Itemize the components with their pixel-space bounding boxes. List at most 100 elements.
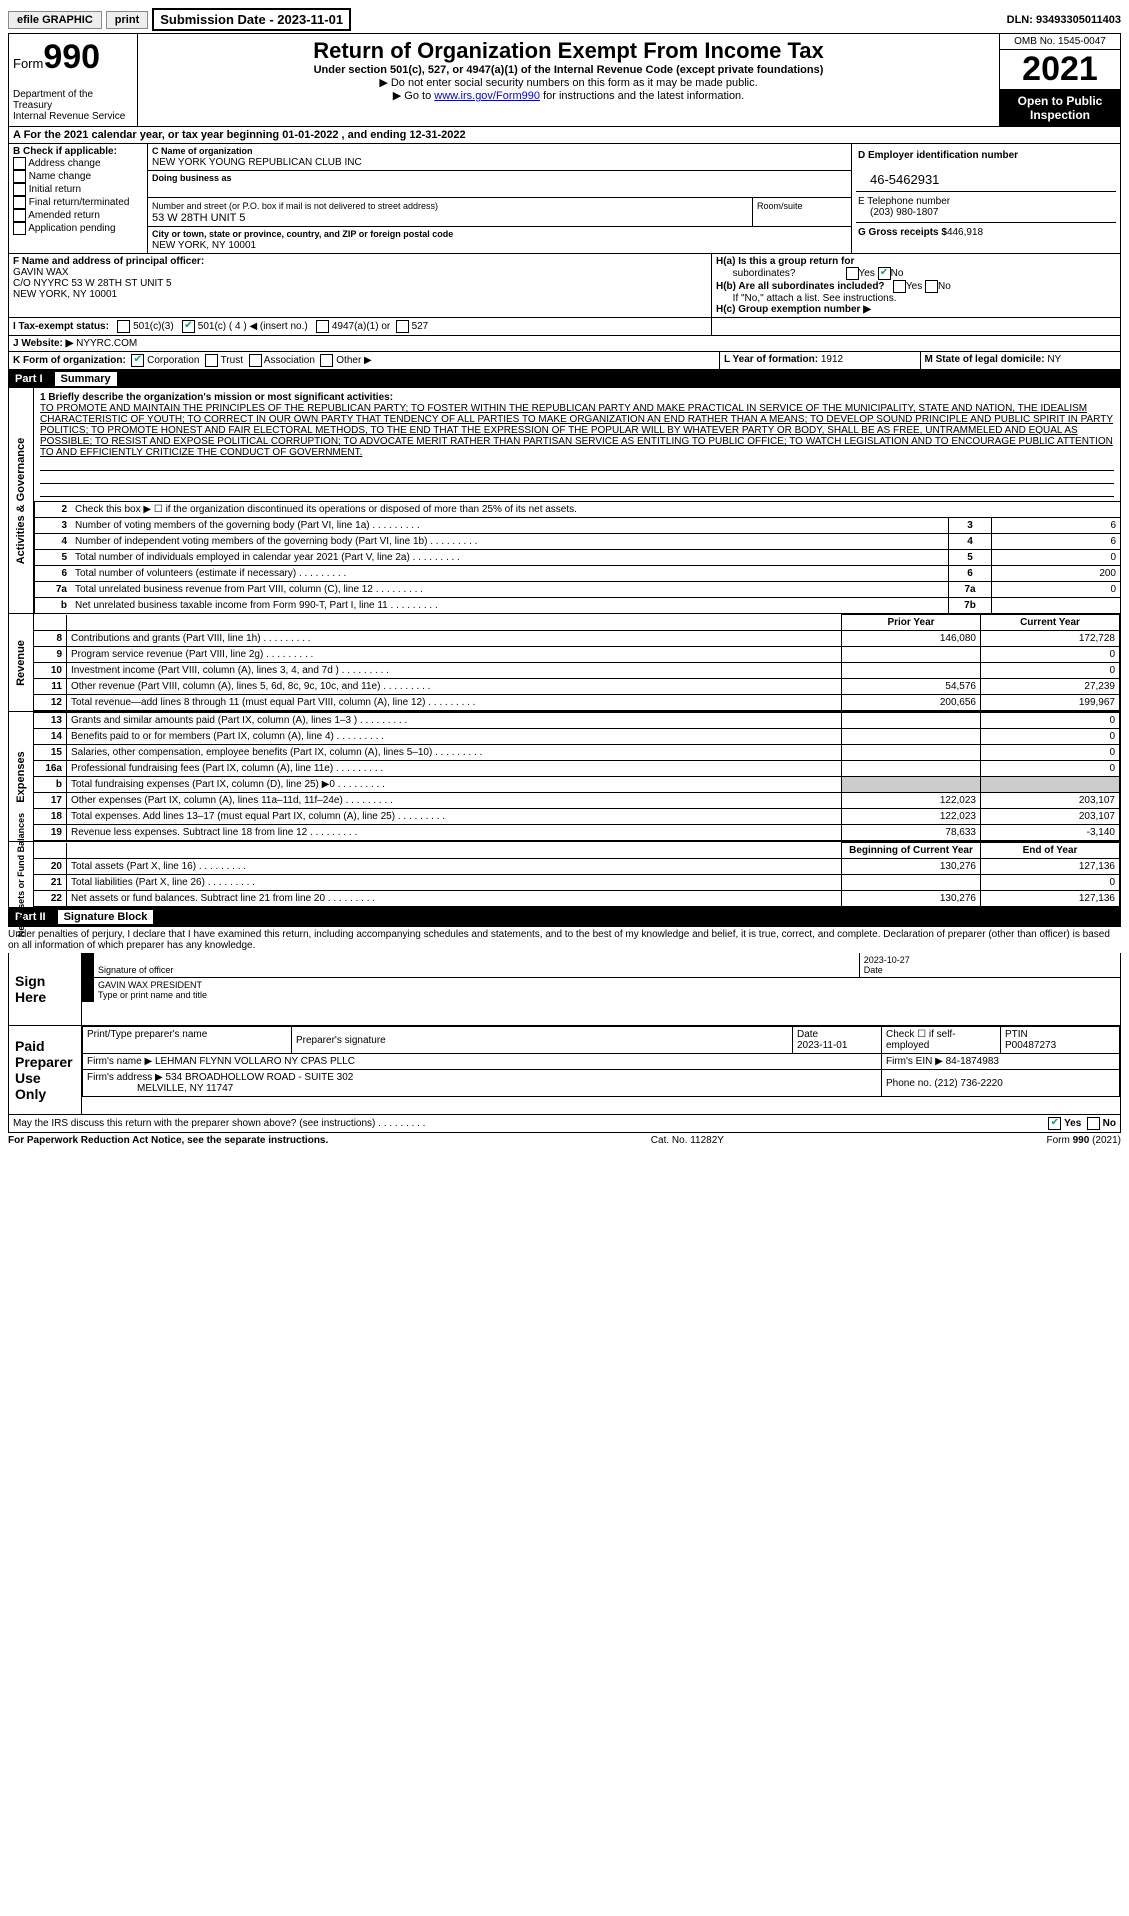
officer-name: GAVIN WAX — [13, 267, 69, 278]
4947-checkbox[interactable] — [316, 320, 329, 333]
omb-number: OMB No. 1545-0047 — [1000, 34, 1120, 50]
amended-label: Amended return — [28, 210, 100, 221]
assoc-checkbox[interactable] — [249, 354, 262, 367]
sig-arrow-icon — [82, 953, 94, 977]
part2-header: Part II Signature Block — [9, 908, 1120, 926]
preparer-block: Paid Preparer Use Only Print/Type prepar… — [8, 1026, 1121, 1115]
discuss-no-checkbox[interactable] — [1087, 1117, 1100, 1130]
prep-h3: Date — [797, 1029, 818, 1040]
open-inspection: Open to Public Inspection — [1000, 90, 1120, 126]
firm-ein: 84-1874983 — [946, 1056, 999, 1067]
col-b-title: B Check if applicable: — [13, 146, 117, 157]
final-return-checkbox[interactable] — [13, 196, 26, 209]
status-label: I Tax-exempt status: — [13, 321, 109, 332]
ha-yes-checkbox[interactable] — [846, 267, 859, 280]
phone-label: Phone no. — [886, 1078, 932, 1089]
tel-label: E Telephone number — [858, 196, 950, 207]
tel-value: (203) 980-1807 — [858, 207, 938, 218]
revenue-body: Prior Year Current Year 8Contributions a… — [34, 614, 1120, 711]
table-row: 7aTotal unrelated business revenue from … — [35, 582, 1121, 598]
sig-date: 2023-10-27 — [864, 955, 910, 965]
form-container: Form990 Department of the Treasury Inter… — [8, 33, 1121, 927]
end-year-hdr: End of Year — [981, 843, 1120, 859]
addr-label: Number and street (or P.O. box if mail i… — [152, 201, 438, 211]
tel-block: E Telephone number (203) 980-1807 — [856, 192, 1116, 223]
name-change-checkbox[interactable] — [13, 170, 26, 183]
sig-date-label: Date — [864, 965, 883, 975]
hb-yes-checkbox[interactable] — [893, 280, 906, 293]
org-name: NEW YORK YOUNG REPUBLICAN CLUB INC — [152, 157, 362, 168]
501c-checkbox[interactable] — [182, 320, 195, 333]
group-return: H(a) Is this a group return for subordin… — [712, 254, 1120, 317]
ein-value: 46-5462931 — [858, 172, 939, 187]
dba-cell: Doing business as — [148, 171, 851, 198]
phone-value: (212) 736-2220 — [934, 1078, 1002, 1089]
efile-label: efile GRAPHIC — [8, 11, 102, 29]
prep-ptin: P00487273 — [1005, 1040, 1056, 1051]
ha-no-checkbox[interactable] — [878, 267, 891, 280]
discuss-yes-checkbox[interactable] — [1048, 1117, 1061, 1130]
header-mid: Return of Organization Exempt From Incom… — [138, 34, 999, 126]
trust-checkbox[interactable] — [205, 354, 218, 367]
addr-row: Number and street (or P.O. box if mail i… — [148, 198, 851, 227]
table-row: bTotal fundraising expenses (Part IX, co… — [34, 777, 1120, 793]
table-row: bNet unrelated business taxable income f… — [35, 598, 1121, 614]
principal-officer: F Name and address of principal officer:… — [9, 254, 712, 317]
sub3-pre: ▶ Go to — [393, 90, 434, 102]
hb-yes: Yes — [906, 281, 922, 292]
col-b: B Check if applicable: Address change Na… — [9, 144, 148, 253]
row-j: J Website: ▶ NYYRC.COM — [9, 336, 1120, 352]
firm-name-label: Firm's name ▶ — [87, 1056, 152, 1067]
prep-date-cell: Date2023-11-01 — [793, 1027, 882, 1054]
addr-change-checkbox[interactable] — [13, 157, 26, 170]
ein-block: D Employer identification number 46-5462… — [856, 146, 1116, 192]
row-f-h: F Name and address of principal officer:… — [9, 254, 1120, 318]
part1-title: Summary — [55, 372, 117, 386]
hb-no-checkbox[interactable] — [925, 280, 938, 293]
row-klm: K Form of organization: Corporation Trus… — [9, 352, 1120, 370]
officer-city: NEW YORK, NY 10001 — [13, 289, 117, 300]
initial-return-checkbox[interactable] — [13, 183, 26, 196]
hb-label: H(b) Are all subordinates included? — [716, 281, 885, 292]
irs-label: Internal Revenue Service — [13, 111, 125, 122]
table-row: 21Total liabilities (Part X, line 26)0 — [34, 875, 1120, 891]
revenue-section: Revenue Prior Year Current Year 8Contrib… — [9, 614, 1120, 712]
officer-label: F Name and address of principal officer: — [13, 256, 204, 267]
print-button[interactable]: print — [106, 11, 148, 29]
city-label: City or town, state or province, country… — [152, 229, 453, 239]
col-c: C Name of organization NEW YORK YOUNG RE… — [148, 144, 852, 253]
dept-treasury: Department of the Treasury Internal Reve… — [13, 89, 133, 122]
discuss-row: May the IRS discuss this return with the… — [8, 1115, 1121, 1133]
discuss-text: May the IRS discuss this return with the… — [13, 1118, 425, 1129]
prep-ptin-cell: PTINP00487273 — [1001, 1027, 1120, 1054]
header-left: Form990 Department of the Treasury Inter… — [9, 34, 138, 126]
sig-name-label: Type or print name and title — [98, 990, 207, 1000]
amended-checkbox[interactable] — [13, 209, 26, 222]
prep-h1: Print/Type preparer's name — [87, 1029, 207, 1040]
firm-ein-label: Firm's EIN ▶ — [886, 1056, 943, 1067]
discuss-yes: Yes — [1064, 1118, 1081, 1129]
501c3-checkbox[interactable] — [117, 320, 130, 333]
irs-link[interactable]: www.irs.gov/Form990 — [434, 90, 540, 102]
form-title: Return of Organization Exempt From Incom… — [146, 38, 991, 64]
table-row: 14Benefits paid to or for members (Part … — [34, 729, 1120, 745]
prep-h4: Check ☐ if self-employed — [886, 1029, 956, 1051]
part1-header: Part I Summary — [9, 370, 1120, 388]
footer-left: For Paperwork Reduction Act Notice, see … — [8, 1135, 328, 1146]
hb-no: No — [938, 281, 951, 292]
firm-name-cell: Firm's name ▶ LEHMAN FLYNN VOLLARO NY CP… — [83, 1054, 882, 1070]
firm-phone-cell: Phone no. (212) 736-2220 — [882, 1070, 1120, 1097]
activities-body: 1 Briefly describe the organization's mi… — [34, 388, 1120, 613]
app-pending-checkbox[interactable] — [13, 222, 26, 235]
entity-grid: B Check if applicable: Address change Na… — [9, 144, 1120, 254]
row-a-text: A For the 2021 calendar year, or tax yea… — [13, 129, 466, 141]
prep-row-2: Firm's name ▶ LEHMAN FLYNN VOLLARO NY CP… — [83, 1054, 1120, 1070]
other-checkbox[interactable] — [320, 354, 333, 367]
corp-checkbox[interactable] — [131, 354, 144, 367]
sig-label: Signature of officer — [98, 965, 173, 975]
addr-change-label: Address change — [28, 158, 100, 169]
prep-selfemp-cell: Check ☐ if self-employed — [882, 1027, 1001, 1054]
527-checkbox[interactable] — [396, 320, 409, 333]
preparer-table: Print/Type preparer's name Preparer's si… — [82, 1026, 1120, 1097]
website-row: J Website: ▶ NYYRC.COM — [9, 336, 1120, 351]
